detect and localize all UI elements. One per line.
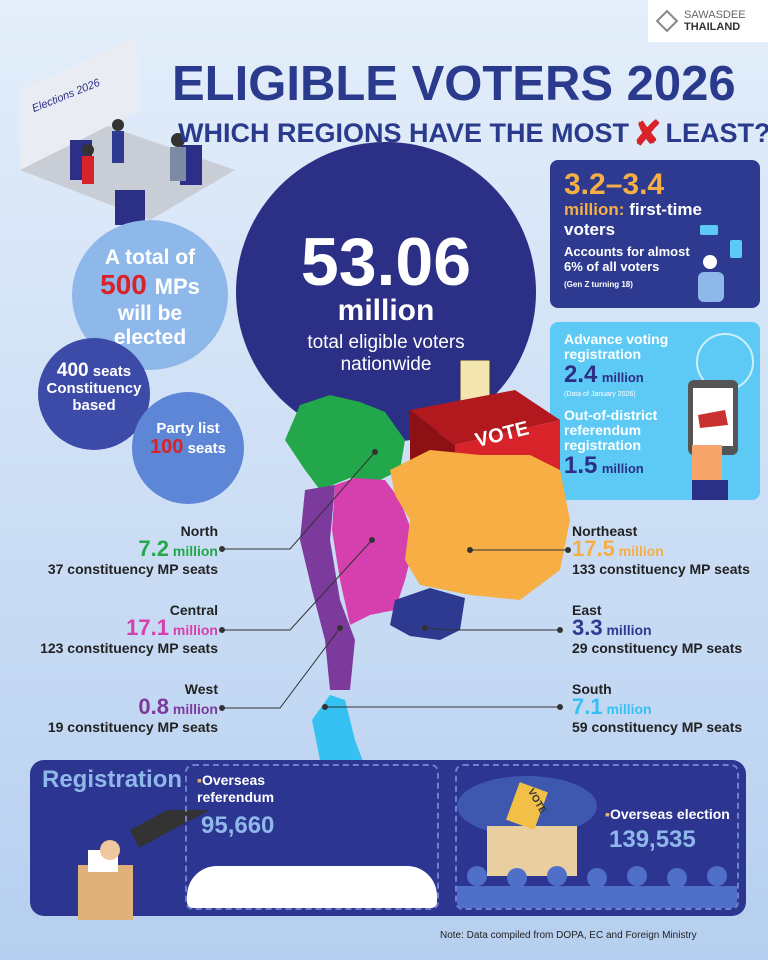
region-value: 17.5 <box>572 536 615 561</box>
world-crowd-illustration <box>457 776 737 908</box>
region-unit: million <box>172 701 218 717</box>
mps-unit: MPs <box>154 274 200 299</box>
first-time-label: first-time voters <box>564 200 702 239</box>
region-unit: million <box>606 701 652 717</box>
region-value: 0.8 <box>138 694 169 719</box>
total-value: 53.06 <box>300 224 472 300</box>
region-seats: 19 constituency MP seats <box>47 719 218 735</box>
registration-title: Registration <box>42 766 183 793</box>
map-northeast <box>390 450 570 600</box>
region-name: Northeast <box>572 523 638 539</box>
overseas-referendum-box: ▪Overseas referendum 95,660 <box>185 764 439 910</box>
region-central: Central 17.1 million 123 constituency MP… <box>40 601 218 657</box>
region-value: 17.1 <box>126 615 169 640</box>
region-name: South <box>572 681 612 697</box>
mps-line4: elected <box>113 326 187 349</box>
region-east: East 3.3 million 29 constituency MP seat… <box>572 601 742 657</box>
region-north: North 7.2 million 37 constituency MP sea… <box>48 522 218 578</box>
region-name: Central <box>169 602 218 618</box>
region-unit: million <box>606 622 652 638</box>
voter-person-icon <box>698 225 742 302</box>
subtitle-right: LEAST? <box>665 118 768 148</box>
ballot-hand-icon <box>78 810 210 920</box>
total-unit: million <box>337 294 435 327</box>
mps-line1: A total of <box>104 246 196 269</box>
out-of-district-label: Out-of-district referendum registration <box>564 407 658 453</box>
advance-note: (Data of January 2026) <box>564 391 636 398</box>
first-time-range: 3.2–3.4 <box>564 168 665 201</box>
region-value: 3.3 <box>572 615 603 640</box>
constituency-value: 400 <box>56 360 89 381</box>
partylist-unit: seats <box>187 440 226 457</box>
red-x-icon: ✘ <box>633 115 662 153</box>
out-of-district-unit: million <box>601 461 644 476</box>
advance-unit: million <box>601 370 644 385</box>
brand-logo: SAWASDEE THAILAND <box>648 0 768 42</box>
source-note: Note: Data compiled from DOPA, EC and Fo… <box>440 930 697 941</box>
region-seats: 59 constituency MP seats <box>572 719 743 735</box>
advance-value: 2.4 <box>564 361 598 388</box>
constituency-line3: based <box>72 397 116 414</box>
region-seats: 37 constituency MP seats <box>47 561 218 577</box>
region-name: East <box>572 602 602 618</box>
first-time-voters-box: 3.2–3.4 million: first-time voters Accou… <box>550 160 760 308</box>
map-east <box>390 588 465 640</box>
constituency-unit: seats <box>92 363 132 380</box>
brand-line2: THAILAND <box>684 21 741 33</box>
polling-station-illustration <box>20 35 235 225</box>
map-central <box>332 478 415 625</box>
map-west <box>300 485 355 690</box>
map-north <box>285 395 405 490</box>
region-south: South 7.1 million 59 constituency MP sea… <box>572 680 742 736</box>
region-west: West 0.8 million 19 constituency MP seat… <box>48 680 218 736</box>
region-value: 7.2 <box>138 536 169 561</box>
overseas-referendum-value: 95,660 <box>201 812 275 839</box>
region-unit: million <box>618 543 664 559</box>
partylist-line1: Party list <box>156 420 220 437</box>
region-northeast: Northeast 17.5 million 133 constituency … <box>572 522 750 578</box>
region-name: West <box>184 681 218 697</box>
first-time-note: (Gen Z turning 18) <box>564 280 633 289</box>
brand-line1: SAWASDEE <box>684 9 746 21</box>
region-name: North <box>180 523 218 539</box>
advance-label: Advance voting registration <box>564 331 669 362</box>
logo-icon <box>656 10 678 32</box>
first-time-unit: million: <box>564 200 625 219</box>
overseas-election-value: 139,535 <box>609 826 696 853</box>
page-title: ELIGIBLE VOTERS 2026 <box>172 57 736 111</box>
first-time-share: Accounts for almost 6% of all voters <box>564 244 690 274</box>
constituency-circle: 400 seats Constituency based <box>38 338 150 450</box>
overseas-election-label: Overseas election <box>609 806 730 822</box>
region-seats: 29 constituency MP seats <box>572 640 743 656</box>
advance-voting-box: Advance voting registration 2.4 million … <box>550 322 760 500</box>
region-seats: 123 constituency MP seats <box>40 640 218 656</box>
total-caption: total eligible voters nationwide <box>307 332 465 375</box>
mps-line3: will be <box>117 302 183 325</box>
constituency-line2: Constituency <box>46 380 142 397</box>
partylist-value: 100 <box>150 436 184 458</box>
region-unit: million <box>172 622 218 638</box>
partylist-circle: Party list 100 seats <box>132 392 244 504</box>
region-value: 7.1 <box>572 694 603 719</box>
registration-panel: Registration ▪Overseas referendum 95,660… <box>30 760 746 920</box>
overseas-referendum-label: Overseas referendum <box>197 772 275 805</box>
overseas-election-box: VOTE ▪Overseas election 139,535 <box>455 764 739 910</box>
region-seats: 133 constituency MP seats <box>572 561 750 577</box>
tablet-clock-icon <box>688 333 754 500</box>
out-of-district-value: 1.5 <box>564 452 598 479</box>
region-unit: million <box>172 543 218 559</box>
mps-value: 500 <box>100 269 147 300</box>
